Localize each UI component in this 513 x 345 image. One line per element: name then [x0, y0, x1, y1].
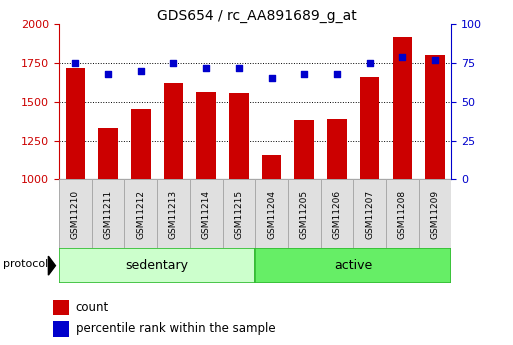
Text: GSM11205: GSM11205: [300, 190, 309, 239]
Text: GSM11210: GSM11210: [71, 190, 80, 239]
Text: active: active: [334, 259, 372, 272]
Bar: [92, 179, 125, 248]
Bar: [327, 119, 347, 179]
Bar: [53, 321, 69, 337]
Bar: [294, 120, 314, 179]
Text: GSM11209: GSM11209: [430, 190, 440, 239]
Bar: [59, 248, 255, 283]
Text: GSM11214: GSM11214: [202, 190, 211, 239]
Text: count: count: [75, 301, 109, 314]
FancyArrow shape: [48, 256, 55, 275]
Text: GSM11208: GSM11208: [398, 190, 407, 239]
Bar: [229, 93, 249, 179]
Bar: [164, 83, 183, 179]
Text: GSM11213: GSM11213: [169, 190, 178, 239]
Bar: [223, 179, 255, 248]
Point: [398, 54, 406, 59]
Bar: [53, 299, 69, 315]
Bar: [196, 92, 216, 179]
Bar: [425, 55, 445, 179]
Bar: [360, 77, 380, 179]
Bar: [131, 109, 150, 179]
Point: [300, 71, 308, 77]
Bar: [59, 179, 92, 248]
Bar: [321, 179, 353, 248]
Bar: [288, 179, 321, 248]
Text: sedentary: sedentary: [126, 259, 189, 272]
Bar: [392, 37, 412, 179]
Bar: [419, 179, 451, 248]
Point: [431, 57, 439, 62]
Text: GSM11204: GSM11204: [267, 190, 276, 239]
Text: GSM11211: GSM11211: [104, 190, 112, 239]
Point: [136, 68, 145, 73]
Bar: [157, 179, 190, 248]
Text: GSM11212: GSM11212: [136, 190, 145, 239]
Point: [104, 71, 112, 77]
Point: [333, 71, 341, 77]
Text: GDS654 / rc_AA891689_g_at: GDS654 / rc_AA891689_g_at: [156, 9, 357, 23]
Bar: [386, 179, 419, 248]
Point: [169, 60, 177, 66]
Point: [235, 65, 243, 70]
Bar: [98, 128, 118, 179]
Bar: [255, 179, 288, 248]
Point: [366, 60, 374, 66]
Text: GSM11206: GSM11206: [332, 190, 342, 239]
Bar: [190, 179, 223, 248]
Text: GSM11215: GSM11215: [234, 190, 243, 239]
Bar: [353, 179, 386, 248]
Text: GSM11207: GSM11207: [365, 190, 374, 239]
Point: [267, 76, 275, 81]
Bar: [124, 179, 157, 248]
Text: protocol: protocol: [3, 259, 48, 269]
Bar: [262, 155, 281, 179]
Bar: [255, 248, 451, 283]
Bar: [66, 68, 85, 179]
Point: [71, 60, 80, 66]
Text: percentile rank within the sample: percentile rank within the sample: [75, 323, 275, 335]
Point: [202, 65, 210, 70]
